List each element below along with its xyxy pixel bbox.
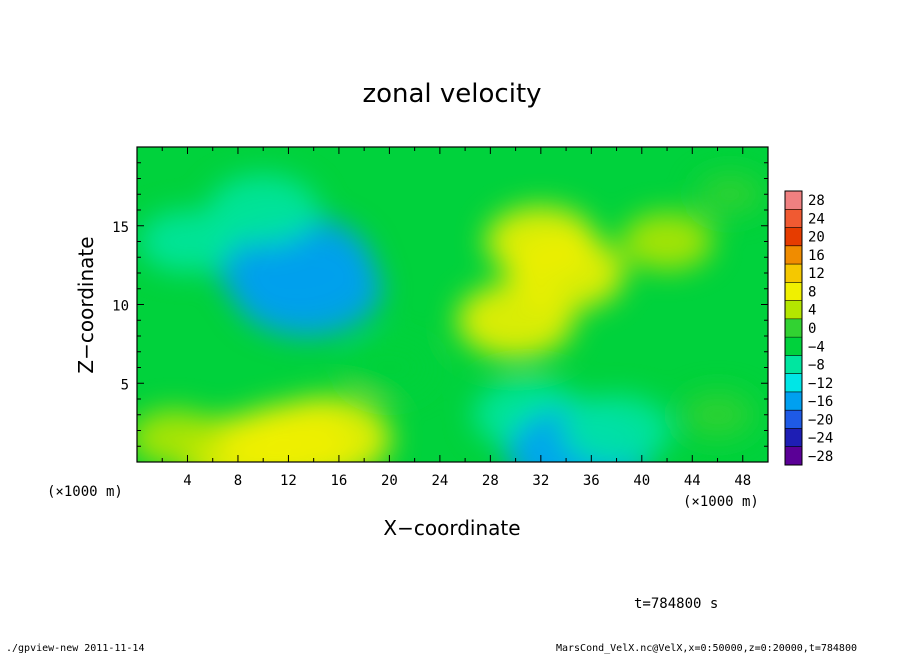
- field-feature-16: [560, 394, 673, 462]
- colorbar-label: −8: [808, 358, 825, 374]
- x-tick-label: 44: [684, 473, 701, 489]
- x-tick-label: 8: [234, 473, 242, 489]
- colorbar-label: 28: [808, 193, 825, 209]
- chart-title: zonal velocity: [362, 79, 541, 109]
- x-tick-label: 36: [583, 473, 600, 489]
- colorbar-swatch: [785, 209, 802, 229]
- colorbar-label: −20: [808, 412, 833, 428]
- colorbar-label: −28: [808, 449, 833, 465]
- field-feature-8: [621, 212, 714, 271]
- colorbar-swatch: [785, 191, 802, 210]
- x-axis-ticks: 4 8 12 16 20 24 28 32 36 40 44 48: [161, 147, 751, 489]
- colorbar-label: −4: [808, 339, 825, 355]
- colorbar-swatch: [785, 428, 802, 448]
- colorbar-label: 8: [808, 284, 816, 300]
- field-feature-1: [232, 239, 383, 338]
- x-unit-label: (×1000 m): [683, 494, 759, 510]
- colorbar-frame: [784, 190, 803, 466]
- colorbar-swatch: [785, 410, 802, 429]
- y-axis-title: Z−coordinate: [74, 236, 98, 373]
- y-axis-ticks: 5 10 15: [112, 162, 768, 447]
- field-feature-2: [207, 174, 319, 246]
- field-feature-17: [681, 392, 754, 438]
- x-tick-label: 4: [183, 473, 191, 489]
- colorbar-swatch: [785, 446, 802, 466]
- colorbar-swatch: [785, 300, 802, 320]
- y-unit-label: (×1000 m): [47, 484, 123, 500]
- x-tick-label: 16: [330, 473, 347, 489]
- colorbar-swatch: [785, 264, 802, 283]
- colorbar-label: −16: [808, 394, 833, 410]
- field-feature-12: [137, 409, 221, 462]
- colorbar-swatch: [785, 227, 802, 247]
- footer-right: MarsCond_VelX.nc@VelX,x=0:50000,z=0:2000…: [556, 643, 857, 654]
- colorbar-label: 4: [808, 303, 816, 319]
- field-feature-3: [138, 210, 237, 273]
- colorbar: 28 24 20 16 12 8 4 0 −4 −8 −12 −16 −20 −24 −28: [784, 190, 833, 466]
- colorbar-label: −24: [808, 431, 833, 447]
- time-annotation: t=784800 s: [634, 596, 718, 612]
- colorbar-label: 24: [808, 211, 825, 227]
- field-feature-7: [456, 282, 575, 359]
- colorbar-label: 16: [808, 248, 825, 264]
- velocity-field: [137, 174, 764, 462]
- footer-left: ./gpview-new 2011-11-14: [6, 643, 144, 654]
- colorbar-swatch: [785, 373, 802, 393]
- x-tick-label: 28: [482, 473, 499, 489]
- y-tick-label: 10: [112, 299, 129, 315]
- colorbar-label: 0: [808, 321, 816, 337]
- colorbar-label: −12: [808, 376, 833, 392]
- colorbar-swatch: [785, 391, 802, 411]
- y-tick-label: 5: [121, 377, 129, 393]
- x-tick-label: 40: [633, 473, 650, 489]
- colorbar-swatch: [785, 355, 802, 375]
- x-tick-label: 20: [381, 473, 398, 489]
- colorbar-swatch: [785, 282, 802, 302]
- x-axis-title: X−coordinate: [383, 516, 520, 540]
- field-feature-4: [346, 340, 433, 395]
- x-tick-label: 24: [431, 473, 448, 489]
- colorbar-swatch: [785, 245, 802, 265]
- colorbar-swatch: [785, 337, 802, 356]
- colorbar-label: 20: [808, 230, 825, 246]
- y-tick-label: 15: [112, 220, 129, 236]
- colorbar-swatch: [785, 318, 802, 338]
- x-tick-label: 12: [280, 473, 297, 489]
- colorbar-label: 12: [808, 266, 825, 282]
- field-feature-18: [696, 174, 764, 215]
- x-tick-label: 32: [532, 473, 549, 489]
- x-tick-label: 48: [734, 473, 751, 489]
